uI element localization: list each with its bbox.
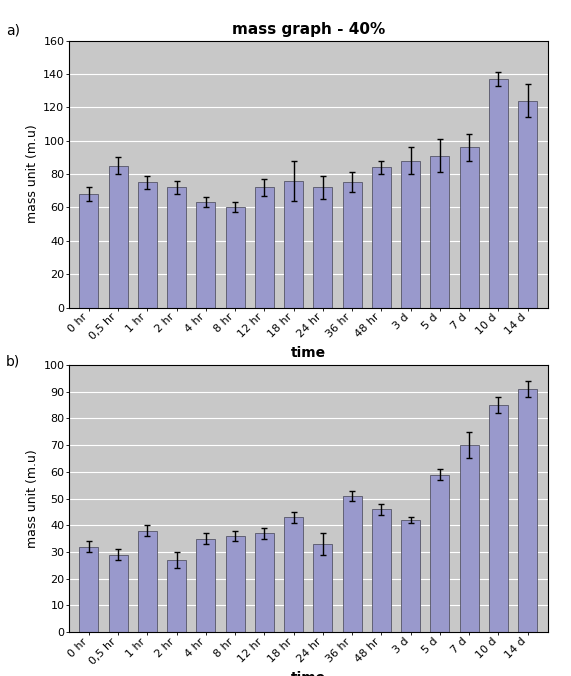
Title: mass graph - 40%: mass graph - 40% [232, 22, 385, 37]
X-axis label: time: time [291, 346, 326, 360]
Bar [401, 161, 420, 308]
Bar [372, 168, 391, 308]
Bar [196, 539, 215, 632]
Bar [460, 445, 478, 632]
Bar [343, 183, 361, 308]
Bar [489, 79, 508, 308]
Bar [196, 202, 215, 308]
Bar [138, 183, 157, 308]
Bar [284, 517, 303, 632]
Bar [489, 405, 508, 632]
Bar [401, 520, 420, 632]
Bar [518, 389, 537, 632]
Bar [372, 509, 391, 632]
Bar [167, 560, 186, 632]
Bar [255, 187, 274, 308]
Bar [313, 544, 332, 632]
Bar [226, 208, 245, 308]
Text: a): a) [6, 24, 20, 38]
Bar [460, 147, 478, 308]
Bar [167, 187, 186, 308]
Bar [108, 554, 128, 632]
Bar [255, 533, 274, 632]
Bar [108, 166, 128, 308]
Bar [431, 155, 449, 308]
Bar [79, 547, 99, 632]
X-axis label: time: time [291, 671, 326, 676]
Text: b): b) [6, 355, 20, 369]
Bar [226, 536, 245, 632]
Bar [518, 101, 537, 308]
Bar [79, 194, 99, 308]
Bar [343, 496, 361, 632]
Y-axis label: mass unit (m.u): mass unit (m.u) [26, 124, 39, 224]
Y-axis label: mass unit (m.u): mass unit (m.u) [26, 449, 39, 548]
Bar [313, 187, 332, 308]
Bar [138, 531, 157, 632]
Bar [284, 180, 303, 308]
Bar [431, 475, 449, 632]
